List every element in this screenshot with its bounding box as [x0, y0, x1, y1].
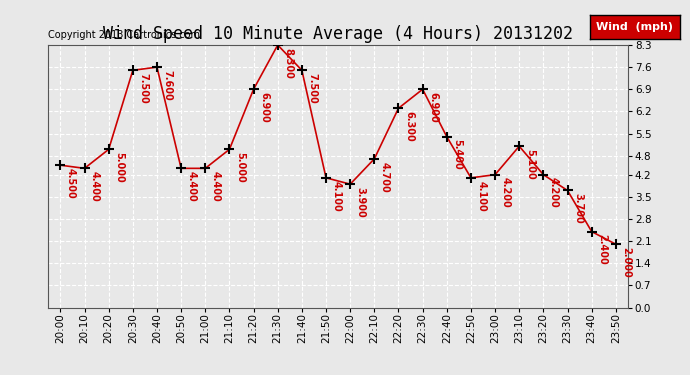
Text: 3.900: 3.900	[356, 187, 366, 218]
Text: 5.000: 5.000	[235, 152, 245, 183]
Text: 4.100: 4.100	[477, 181, 486, 212]
Text: 2.000: 2.000	[622, 247, 631, 278]
Text: 6.900: 6.900	[428, 92, 438, 123]
Text: 4.200: 4.200	[501, 177, 511, 208]
Text: 4.100: 4.100	[332, 181, 342, 212]
Text: 3.700: 3.700	[573, 193, 583, 224]
Text: Copyright 2013 Cartronics.com: Copyright 2013 Cartronics.com	[48, 30, 200, 40]
Text: 4.200: 4.200	[549, 177, 559, 208]
Text: 7.500: 7.500	[139, 73, 148, 104]
Text: 8.300: 8.300	[284, 48, 293, 79]
Text: 4.400: 4.400	[187, 171, 197, 202]
Text: 5.400: 5.400	[453, 140, 462, 170]
Text: 5.100: 5.100	[525, 149, 535, 180]
Text: 4.500: 4.500	[66, 168, 76, 199]
Text: 7.500: 7.500	[308, 73, 317, 104]
Text: 7.600: 7.600	[163, 70, 172, 100]
Text: 6.300: 6.300	[404, 111, 414, 142]
Text: 4.700: 4.700	[380, 162, 390, 192]
Title: Wind Speed 10 Minute Average (4 Hours) 20131202: Wind Speed 10 Minute Average (4 Hours) 2…	[103, 26, 573, 44]
Text: 2.400: 2.400	[598, 234, 607, 265]
Text: 4.400: 4.400	[211, 171, 221, 202]
Text: 6.900: 6.900	[259, 92, 269, 123]
Text: 5.000: 5.000	[115, 152, 124, 183]
Text: Wind  (mph): Wind (mph)	[596, 22, 673, 32]
Text: 4.400: 4.400	[90, 171, 100, 202]
